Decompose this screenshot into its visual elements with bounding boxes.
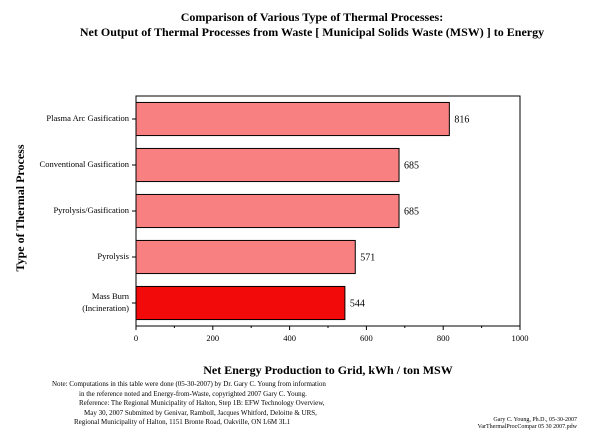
category-label: Mass Burn — [92, 291, 130, 301]
footnote-line: Reference: The Regional Municipality of … — [79, 399, 325, 408]
category-label: Pyrolysis — [97, 251, 129, 261]
data-label: 571 — [360, 252, 375, 263]
data-label: 544 — [350, 298, 365, 309]
credit-line: Gary C. Young, Ph.D., 05-30-2007 — [493, 417, 577, 423]
credit-line: VarThermalProcCompar 05 30 2007.pdw — [477, 424, 577, 431]
data-label: 816 — [454, 114, 469, 125]
category-labels: Plasma Arc Gasification Conventional Gasi… — [40, 113, 130, 313]
x-tick-label: 800 — [437, 333, 450, 343]
bar — [135, 285, 346, 321]
footnote: Note: Computations in this table were do… — [52, 380, 326, 428]
category-label: (Incineration) — [82, 303, 129, 313]
chart-title: Comparison of Various Type of Thermal Pr… — [181, 10, 443, 24]
footnote-line: May 30, 2007 Submitted by Genivar, Rambo… — [84, 408, 317, 417]
chart-subtitle: Net Output of Thermal Processes from Was… — [80, 25, 544, 39]
data-label: 685 — [404, 160, 419, 171]
data-label: 685 — [404, 206, 419, 217]
footnote-line: Regional Municipality of Halton, 1151 Br… — [74, 418, 291, 427]
x-tick-label: 0 — [134, 333, 138, 343]
x-tick-label: 400 — [283, 333, 296, 343]
footnote-line: in the reference noted and Energy-from-W… — [79, 389, 307, 398]
bar — [135, 101, 450, 137]
x-tick-label: 1000 — [512, 333, 529, 343]
x-tick-label: 600 — [360, 333, 373, 343]
category-label: Conventional Gasification — [40, 159, 130, 169]
bar — [135, 239, 356, 275]
x-tick-label: 200 — [206, 333, 219, 343]
author-credit: Gary C. Young, Ph.D., 05-30-2007 VarTher… — [478, 417, 577, 432]
bar — [135, 193, 400, 229]
category-label: Plasma Arc Gasification — [46, 113, 129, 123]
bars-layer: 816 685 685 571 544 — [135, 101, 469, 321]
footnote-line: Note: Computations in this table were do… — [52, 380, 326, 388]
plot-frame — [135, 95, 521, 327]
bar — [135, 147, 400, 183]
x-axis: 0 200 400 600 800 1000 — [132, 118, 529, 343]
x-axis-label: Net Energy Production to Grid, kWh / ton… — [203, 363, 452, 377]
y-axis-label: Type of Thermal Process — [13, 144, 27, 271]
category-label: Pyrolysis/Gasification — [53, 205, 129, 215]
